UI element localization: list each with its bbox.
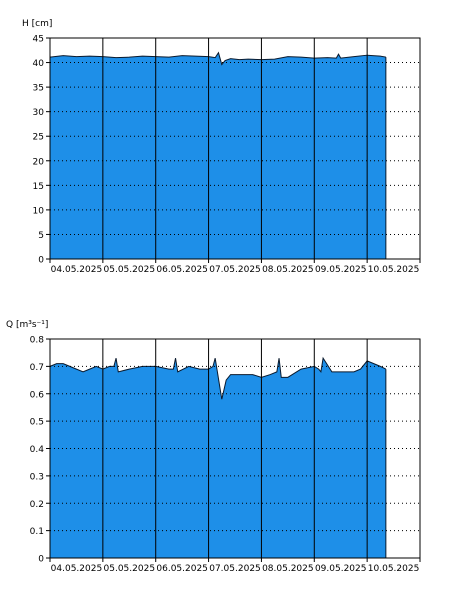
y-axis-label-h: H [cm] [22,19,52,29]
plot-frame-q [49,338,421,559]
y-axis-label-q: Q [m³s⁻¹] [6,320,48,330]
y-tick-label-q: 0.8 [30,336,45,346]
y-tick-label-q: 0.4 [30,445,45,455]
x-tick-label-h: 06.05.2025 [156,265,208,275]
x-tick-label-h: 09.05.2025 [315,265,367,275]
x-tick-label-q: 10.05.2025 [368,564,420,574]
y-tick-label-h: 0 [38,256,44,266]
y-tick-label-q: 0.3 [30,472,44,482]
area-fill-q [50,358,386,558]
y-tick-label-q: 0.7 [30,363,44,373]
x-tick-label-q: 07.05.2025 [209,564,261,574]
y-tick-label-q: 0.2 [30,500,44,510]
x-tick-label-q: 08.05.2025 [262,564,314,574]
plot-frame-h [49,37,421,260]
x-tick-label-q: 06.05.2025 [156,564,208,574]
x-tick-label-h: 08.05.2025 [262,265,314,275]
y-tick-label-h: 35 [33,84,44,94]
x-tick-label-h: 07.05.2025 [209,265,261,275]
x-tick-label-h: 04.05.2025 [51,265,103,275]
x-tick-label-q: 04.05.2025 [51,564,103,574]
y-tick-label-h: 25 [33,133,44,143]
y-tick-label-h: 40 [33,59,45,69]
y-tick-label-q: 0.6 [30,390,45,400]
y-tick-label-h: 10 [33,206,45,216]
y-tick-label-h: 20 [33,157,45,167]
y-tick-label-h: 5 [38,231,44,241]
y-tick-label-q: 0.5 [30,418,44,428]
water-level-chart: 0 5 10 15 20 25 30 35 40 45 04.05.2025 05.05.2025 06… [22,19,421,275]
y-tick-label-h: 30 [33,108,45,118]
discharge-chart: 0 0.1 0.2 0.3 0.4 0.5 0.6 0.7 0.8 04.05.2025 05.05… [6,320,421,574]
series-line-q [49,356,387,400]
area-fill-h [50,52,386,260]
y-tick-label-q: 0.1 [30,527,44,537]
y-tick-label-h: 15 [33,182,44,192]
x-tick-label-h: 05.05.2025 [104,265,156,275]
series-line-h [49,51,386,66]
y-tick-label-h: 45 [33,35,44,45]
y-tick-label-q: 0 [38,555,44,565]
x-tick-label-q: 05.05.2025 [104,564,156,574]
x-tick-label-h: 10.05.2025 [368,265,420,275]
x-tick-label-q: 09.05.2025 [315,564,367,574]
